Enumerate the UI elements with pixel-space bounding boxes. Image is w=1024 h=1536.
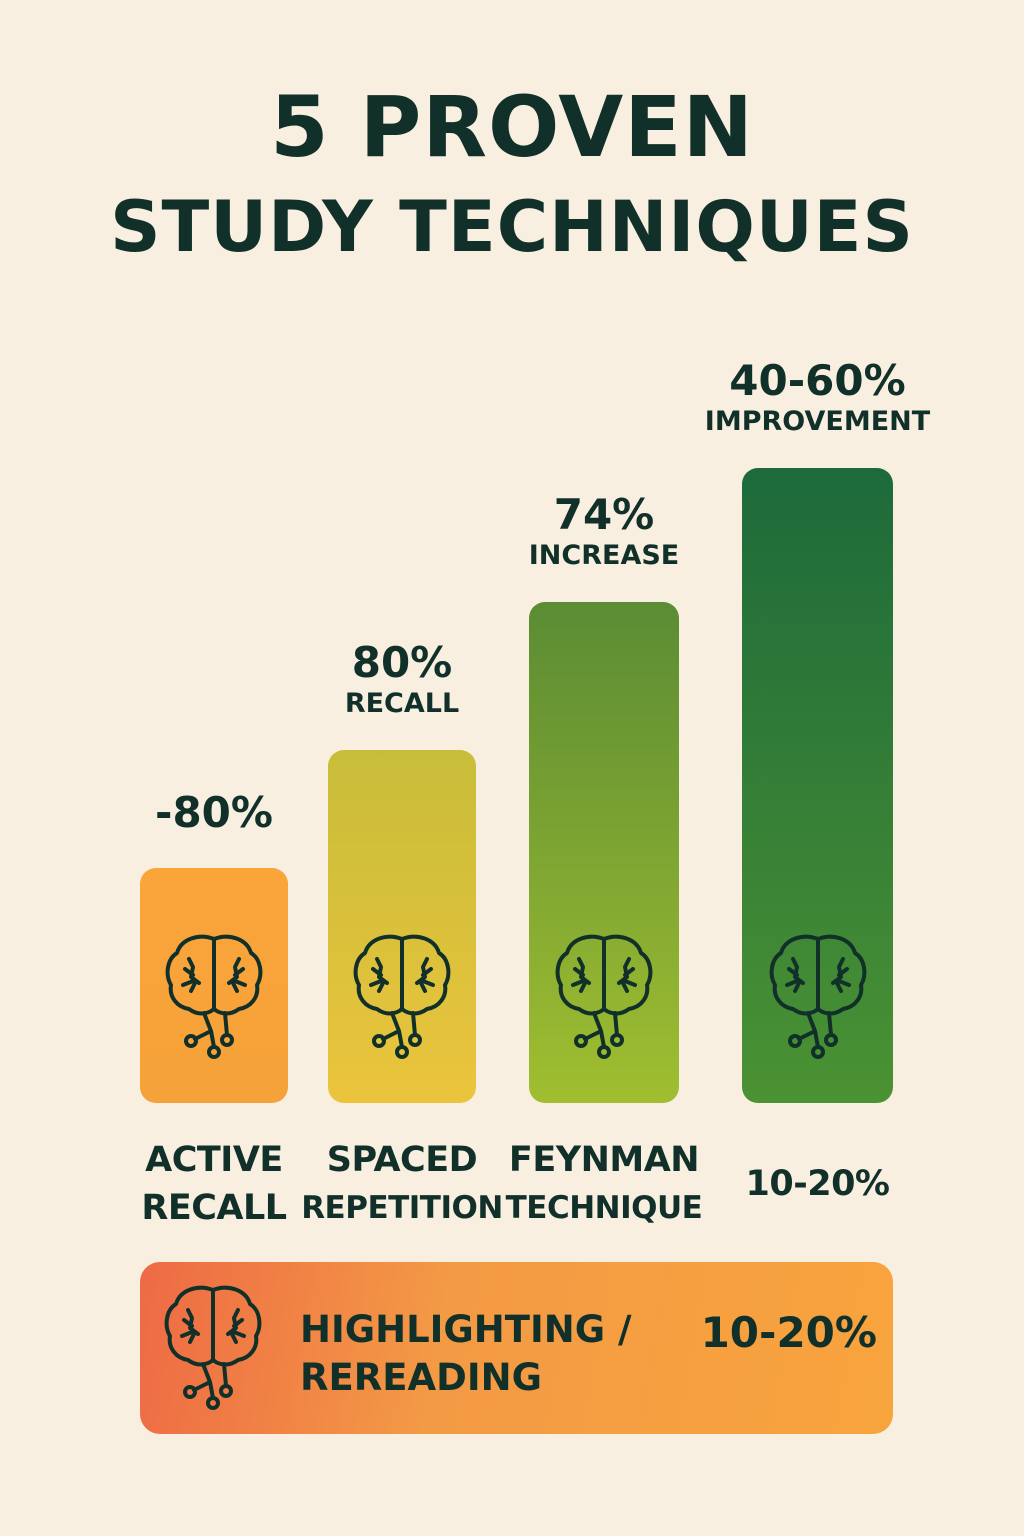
category-label: FEYNMAN TECHNIQUE [494,1136,714,1232]
category-line-1: SPACED [326,1140,478,1180]
category-line-2: TECHNIQUE [505,1190,703,1226]
category-line-2: REPETITION [301,1190,503,1226]
bottom-label-line-2: REREADING [300,1356,542,1399]
brain-circuit-icon [158,1282,268,1412]
bar-sub-label: INCREASE [528,540,680,571]
category-line-2: RECALL [141,1188,287,1228]
brain-circuit-icon [347,931,457,1061]
category-line-1: 10-20% [745,1164,890,1204]
bar-4 [742,468,893,1103]
bar-value-label: 40-60% [729,356,906,405]
title-line-2: STUDY TECHNIQUES [110,186,914,268]
bar-sub-label: RECALL [344,688,460,719]
bottom-value: 10-20% [700,1308,877,1357]
category-label: ACTIVE RECALL [104,1136,324,1232]
brain-circuit-icon [159,931,269,1061]
bar-value-label: -80% [155,788,273,837]
category-label: SPACED REPETITION [292,1136,512,1232]
category-label: 10-20% [708,1160,928,1208]
bottom-label: HIGHLIGHTING / REREADING [300,1306,631,1402]
title-line-1: 5 PROVEN [270,78,754,176]
category-line-1: FEYNMAN [508,1140,700,1180]
bar-sub-label: IMPROVEMENT [704,406,931,437]
bar-3 [529,602,679,1103]
highlighting-rereading-banner: HIGHLIGHTING / REREADING 10-20% [140,1262,893,1434]
brain-circuit-icon [763,931,873,1061]
bar-value-label: 74% [553,490,655,539]
category-line-1: ACTIVE [145,1140,283,1180]
bar-2 [328,750,476,1103]
bar-value-label: 80% [351,638,453,687]
bottom-label-line-1: HIGHLIGHTING / [300,1308,632,1351]
brain-circuit-icon [549,931,659,1061]
bar-1 [140,868,288,1103]
